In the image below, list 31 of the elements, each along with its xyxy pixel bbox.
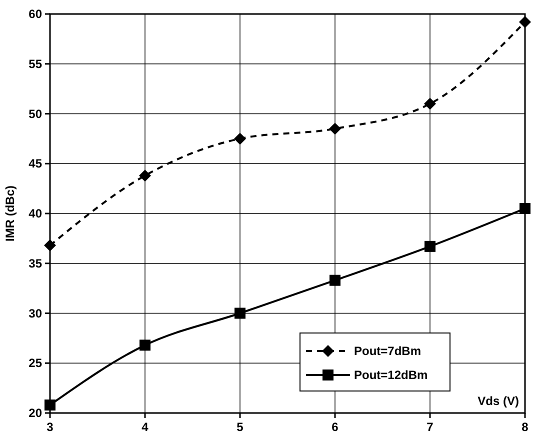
x-tick-label: 5 [236, 420, 244, 434]
x-tick-label: 7 [426, 420, 434, 434]
legend-label: Pout=12dBm [354, 368, 428, 382]
y-tick-label: 25 [28, 356, 42, 370]
y-tick-label: 60 [28, 7, 42, 21]
point [424, 240, 436, 252]
x-tick-label: 6 [332, 420, 339, 434]
point [520, 203, 530, 214]
x-axis-title: Vds (V) [478, 394, 519, 408]
y-tick-label: 55 [28, 56, 42, 71]
legend-label: Pout=7dBm [354, 344, 422, 358]
point [139, 170, 151, 182]
y-tick-label: 35 [28, 256, 42, 270]
x-tick-label: 4 [142, 420, 149, 434]
y-tick-label: 20 [28, 406, 42, 420]
y-tick-label: 45 [28, 156, 42, 171]
point [234, 132, 246, 145]
y-tick-label: 30 [28, 306, 42, 320]
point [44, 400, 56, 411]
y-tick-label: 40 [28, 206, 42, 220]
point [234, 308, 246, 319]
point [44, 239, 56, 252]
point [330, 274, 340, 286]
y-axis-title: IMR (dBc) [3, 186, 17, 242]
point [424, 98, 436, 110]
point [329, 122, 341, 135]
point [140, 340, 150, 351]
x-tick-label: 3 [46, 420, 54, 434]
point [519, 16, 531, 28]
x-tick-label: 8 [522, 420, 529, 434]
y-tick-label: 50 [28, 106, 42, 121]
